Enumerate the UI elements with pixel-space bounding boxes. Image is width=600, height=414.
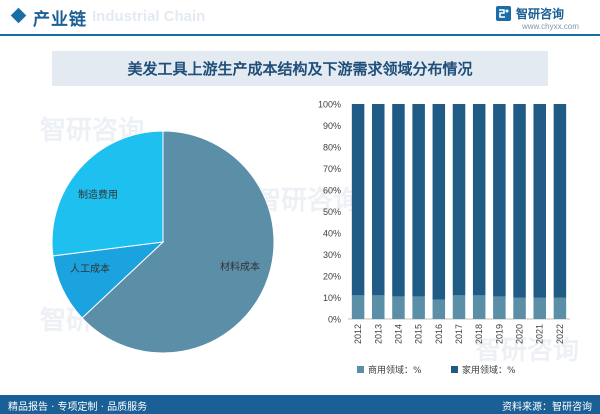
section-title: 产业链: [33, 10, 87, 30]
header-rule: [0, 34, 600, 36]
pie-slice-label: 人工成本: [70, 262, 110, 275]
y-tick-label: 20%: [323, 272, 341, 282]
logo-name: 智研咨询: [516, 7, 565, 21]
bar-segment: [392, 296, 405, 319]
bar-segment: [392, 104, 405, 297]
bar-segment: [432, 104, 446, 300]
y-tick-label: 50%: [323, 207, 341, 217]
bar-segment: [452, 295, 466, 319]
x-tick-label: 2018: [474, 324, 484, 344]
header-watermark: Industrial Chain: [92, 8, 206, 25]
x-tick-label: 2022: [555, 324, 565, 344]
pie-slice-label: 制造费用: [78, 188, 118, 201]
y-tick-label: 100%: [318, 100, 341, 110]
bar-segment: [351, 104, 365, 296]
x-tick-label: 2015: [414, 324, 424, 344]
x-tick-label: 2016: [434, 324, 444, 344]
footer-source: 资料来源：智研咨询: [502, 402, 592, 413]
y-tick-label: 80%: [323, 143, 341, 153]
bar-segment: [493, 296, 506, 319]
logo-icon: [496, 6, 511, 21]
bar-segment: [372, 104, 385, 296]
y-tick-label: 10%: [323, 293, 341, 303]
bar-segment: [513, 297, 526, 319]
y-tick-label: 0%: [328, 315, 341, 325]
bar-segment: [472, 104, 486, 296]
y-tick-label: 90%: [323, 121, 341, 131]
y-tick-label: 40%: [323, 229, 341, 239]
pie-slice: [81, 130, 275, 354]
y-tick-label: 60%: [323, 186, 341, 196]
pie-slice-label: 材料成本: [220, 260, 260, 273]
footer: 精品报告 · 专项定制 · 品质服务 资料来源：智研咨询: [0, 395, 600, 414]
bar-segment: [432, 299, 446, 319]
bar-segment: [493, 104, 506, 297]
bar-segment: [372, 295, 385, 319]
legend-label: 家用领域：%: [462, 364, 516, 376]
logo-url: www.chyxx.com: [522, 22, 579, 31]
title-band: 美发工具上游生产成本结构及下游需求领域分布情况: [52, 51, 548, 86]
pie-slice: [51, 130, 164, 257]
x-tick-label: 2012: [353, 324, 363, 344]
watermark: 智研咨询: [475, 336, 580, 366]
x-tick-label: 2020: [515, 324, 525, 344]
y-tick-label: 30%: [323, 250, 341, 260]
watermark: 智研咨询: [255, 186, 360, 216]
bar-segment: [513, 104, 526, 298]
bar-segment: [412, 296, 425, 319]
y-tick-label: 70%: [323, 164, 341, 174]
bar-segment: [472, 295, 486, 319]
x-tick-label: 2014: [393, 324, 403, 344]
bar-segment: [553, 297, 567, 319]
bar-segment: [533, 297, 546, 319]
legend-swatch: [451, 366, 458, 373]
bar-segment: [553, 104, 567, 298]
footer-tagline: 精品报告 · 专项定制 · 品质服务: [8, 402, 148, 413]
x-tick-label: 2021: [535, 324, 545, 344]
header: 产业链 Industrial Chain 智研咨询 www.chyxx.com: [0, 0, 600, 36]
bar-segment: [533, 104, 546, 298]
bar-segment: [351, 295, 365, 319]
x-tick-label: 2017: [454, 324, 464, 344]
x-tick-label: 2013: [373, 324, 383, 344]
bar-segment: [452, 104, 466, 296]
chart-title: 美发工具上游生产成本结构及下游需求领域分布情况: [127, 60, 473, 78]
x-tick-label: 2019: [494, 324, 504, 344]
bar-segment: [412, 104, 425, 297]
legend-swatch: [357, 366, 364, 373]
legend-label: 商用领域：%: [368, 364, 422, 376]
